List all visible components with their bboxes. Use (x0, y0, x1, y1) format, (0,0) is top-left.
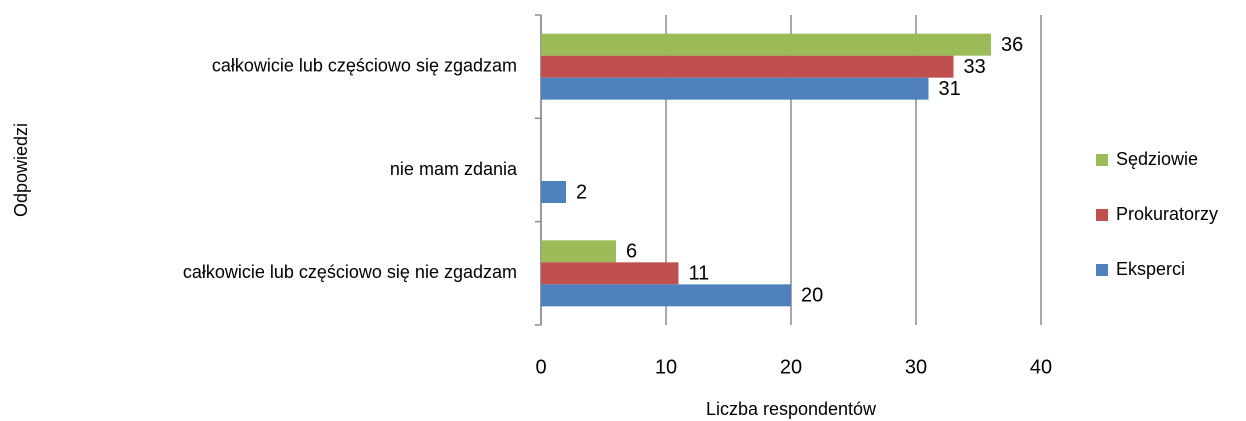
x-tick-label: 40 (1030, 356, 1052, 378)
bar (541, 284, 791, 307)
x-axis-title: Liczba respondentów (706, 399, 877, 419)
bar (541, 262, 679, 285)
legend-swatch (1096, 209, 1108, 221)
legend-label: Eksperci (1116, 259, 1185, 279)
bar (541, 33, 991, 56)
bar (541, 181, 566, 203)
bar (541, 77, 929, 100)
data-label: 6 (626, 241, 637, 263)
y-tick-label: całkowicie lub częściowo się nie zgadzam (183, 262, 517, 282)
data-label: 20 (801, 285, 823, 307)
bar (541, 240, 616, 263)
y-tick-label: całkowicie lub częściowo się zgadzam (212, 55, 517, 75)
legend-label: Sędziowie (1116, 149, 1198, 169)
data-label: 2 (576, 181, 587, 203)
legend-swatch (1096, 154, 1108, 166)
legend-swatch (1096, 264, 1108, 276)
bar (541, 55, 954, 78)
data-label: 11 (689, 263, 710, 285)
data-label: 36 (1001, 34, 1023, 56)
x-tick-label: 20 (780, 356, 802, 378)
y-tick-label: nie mam zdania (390, 159, 518, 179)
data-label: 31 (939, 78, 961, 100)
legend-label: Prokuratorzy (1116, 204, 1218, 224)
data-label: 33 (964, 56, 986, 78)
x-tick-label: 0 (535, 356, 546, 378)
y-axis-title: Odpowiedzi (11, 123, 31, 217)
x-tick-label: 30 (905, 356, 927, 378)
x-tick-label: 10 (655, 356, 677, 378)
